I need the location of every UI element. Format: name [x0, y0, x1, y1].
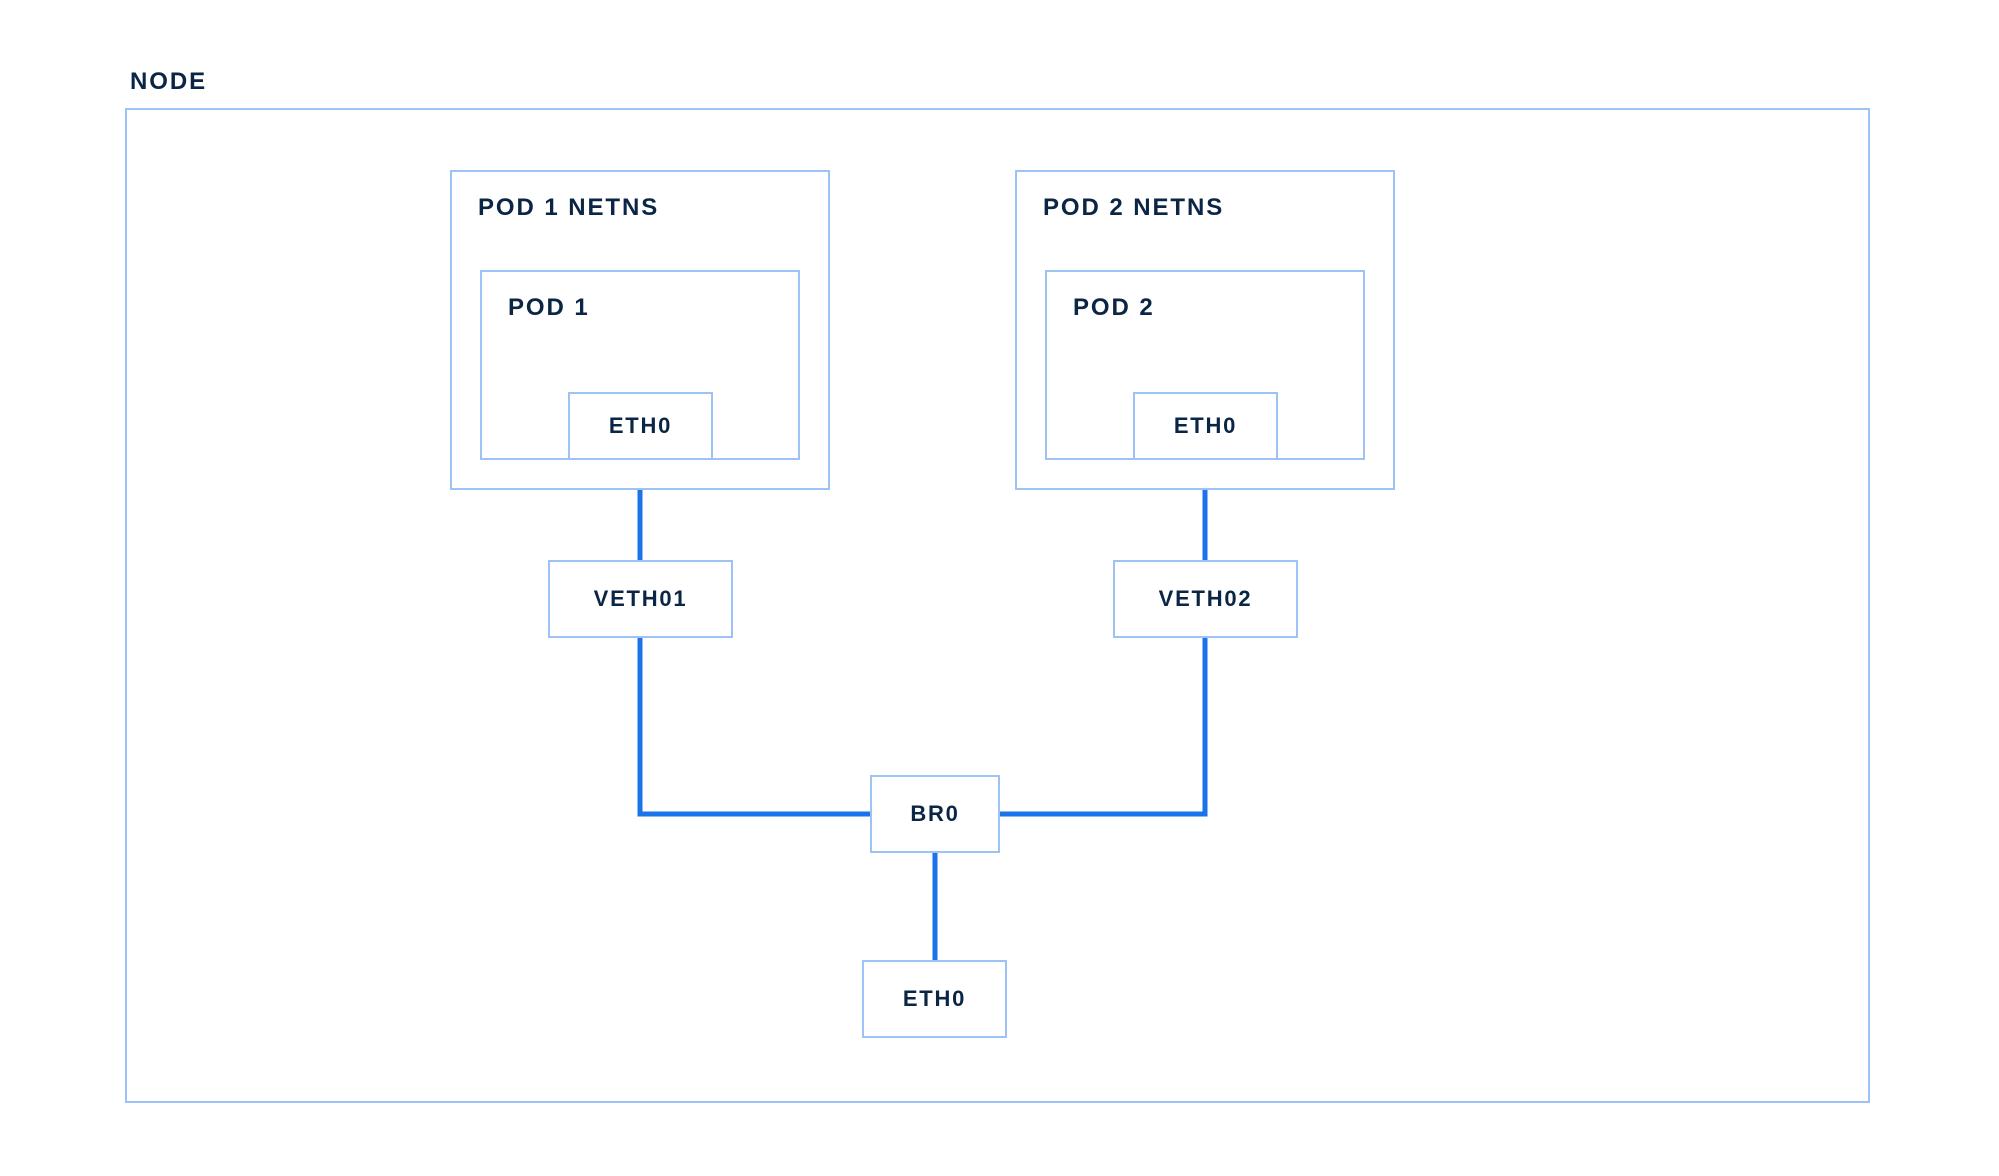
diagram-canvas: NODE POD 1 NETNS POD 2 NETNS POD 1 POD 2… [0, 0, 1999, 1176]
pod1-label: POD 1 [508, 294, 590, 322]
pod2-label: POD 2 [1073, 294, 1155, 322]
pod2-eth0-label: ETH0 [1133, 392, 1278, 460]
pod2-netns-label: POD 2 NETNS [1043, 194, 1224, 222]
node-box [125, 108, 1870, 1103]
br0-label: BR0 [870, 775, 1000, 853]
pod1-eth0-label: ETH0 [568, 392, 713, 460]
veth01-label: VETH01 [548, 560, 733, 638]
pod1-netns-label: POD 1 NETNS [478, 194, 659, 222]
node-title: NODE [130, 68, 207, 96]
node-eth0-label: ETH0 [862, 960, 1007, 1038]
veth02-label: VETH02 [1113, 560, 1298, 638]
